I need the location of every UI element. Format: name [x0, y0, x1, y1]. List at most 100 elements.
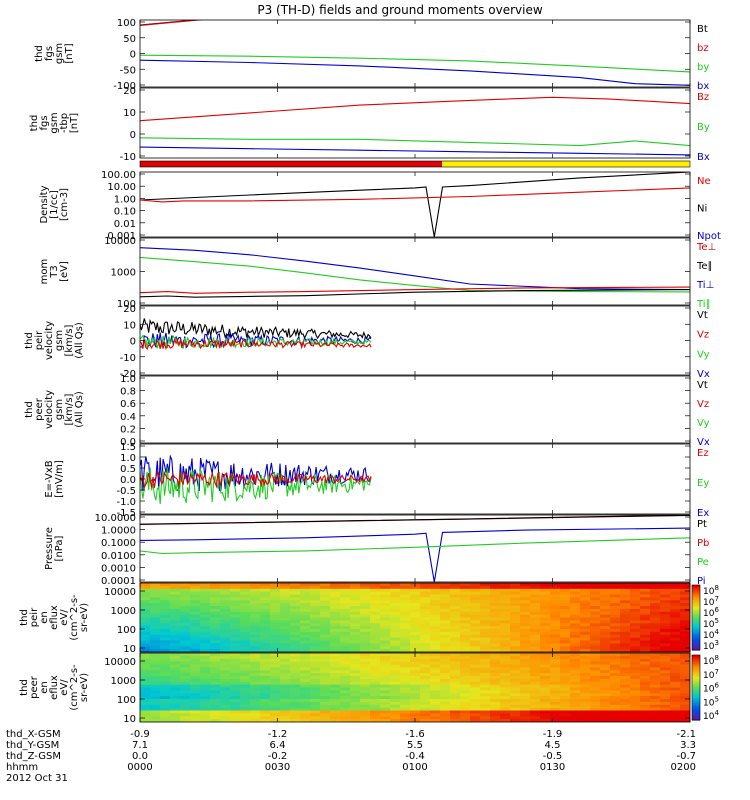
- peer_spec-cell: [510, 673, 521, 677]
- peir_spec-cell: [310, 600, 321, 604]
- peer_spec-cell: [350, 681, 361, 686]
- peir_spec-cell: [410, 631, 421, 636]
- peer_spec-cell: [640, 690, 651, 694]
- peir_spec-colorbar-segment: [692, 602, 700, 606]
- peer_spec-cell: [240, 673, 251, 677]
- peer_spec-cell: [500, 690, 511, 694]
- peir_spec-cell: [340, 606, 351, 610]
- peir_spec-cell: [360, 623, 371, 627]
- peir_spec-cell: [390, 583, 401, 587]
- peir_spec-cell: [410, 614, 421, 619]
- peir_spec-cell: [440, 594, 451, 598]
- peer_spec-cell: [570, 681, 581, 686]
- peer_spec-cell: [180, 696, 191, 700]
- peer_spec-cell: [220, 678, 231, 683]
- pressure-ylabel-1: [nPa]: [54, 535, 65, 561]
- peer_spec-cell: [570, 719, 581, 722]
- peir_spec-cell: [230, 591, 241, 596]
- peir_spec-cell: [310, 631, 321, 636]
- peir_spec-cell: [390, 617, 401, 621]
- peir_spec-cell: [470, 583, 481, 587]
- peir_spec-cell: [340, 585, 351, 590]
- peir_spec-cell: [410, 623, 421, 627]
- peer_spec-cell: [380, 667, 391, 671]
- xaxis-value-r2-c1: -0.2: [268, 751, 288, 762]
- peir_spec-cell: [600, 606, 611, 610]
- peer_spec-cell: [380, 658, 391, 663]
- peer_spec-cell: [590, 664, 601, 668]
- peer_spec-cell: [260, 707, 271, 712]
- pressure-ytick-label: 1.0000: [101, 526, 136, 537]
- peer_spec-cell: [360, 693, 371, 697]
- peir_spec-cell: [410, 594, 421, 598]
- peer_spec-colorbar-segment: [692, 700, 700, 704]
- peir_spec-cell: [660, 611, 671, 616]
- peer_spec-cell: [530, 710, 541, 714]
- peer_spec-cell: [270, 713, 281, 717]
- peer_spec-cell: [640, 681, 651, 686]
- peir_spec-cell: [190, 603, 201, 607]
- peer_spec-cell: [460, 690, 471, 694]
- peer_spec-cell: [360, 699, 371, 703]
- peer_spec-cell: [480, 667, 491, 671]
- peir_spec-cell: [610, 617, 621, 621]
- peir_spec-cell: [610, 611, 621, 616]
- peer_spec-cell: [330, 658, 341, 663]
- peer_spec-cell: [150, 693, 161, 697]
- peir_spec-cell: [380, 649, 391, 652]
- peir_spec-cell: [190, 591, 201, 596]
- peir_spec-cell: [140, 623, 151, 627]
- peer_spec-cell: [360, 678, 371, 683]
- peer_spec-cell: [530, 696, 541, 700]
- peer_spec-cell: [630, 713, 641, 717]
- peir_spec-cell: [620, 597, 631, 601]
- peer_spec-cell: [480, 681, 491, 686]
- peer_spec-cell: [160, 664, 171, 668]
- peir_spec-cell: [650, 649, 661, 652]
- fgs_gsm_tbp-ylabel-3: -tbp: [59, 113, 70, 133]
- peer_spec-cell: [500, 710, 511, 714]
- peir_spec-cell: [290, 600, 301, 604]
- peir_spec-cell: [260, 620, 271, 624]
- mom_temp-legend-1: Te∥: [696, 261, 713, 272]
- peir_spec-cell: [270, 606, 281, 610]
- peer_spec-cell: [500, 687, 511, 691]
- peir_spec-cell: [160, 634, 171, 639]
- peer_spec-cell: [630, 658, 641, 663]
- peir_spec-cell: [170, 591, 181, 596]
- peer_spec-cell: [240, 690, 251, 694]
- peir_spec-cell: [650, 603, 661, 607]
- peer_spec-cell: [340, 704, 351, 709]
- peer_spec-cell: [490, 713, 501, 717]
- peer_spec-cell: [580, 661, 591, 666]
- peer_spec-cell: [580, 681, 591, 686]
- peir_spec-colorbar-segment: [692, 600, 700, 603]
- peir_spec-cell: [320, 583, 331, 587]
- peer_spec-cell: [630, 690, 641, 694]
- peir_spec-cell: [240, 643, 251, 647]
- peer_spec-cell: [410, 693, 421, 697]
- peer_spec-cell: [630, 681, 641, 686]
- peer_spec-cell: [480, 664, 491, 668]
- peer_spec-cell: [300, 678, 311, 683]
- peir_spec-cell: [180, 640, 191, 644]
- peer_spec-cell: [300, 690, 311, 694]
- peir_spec-cell: [600, 646, 611, 650]
- peer_spec-cell: [630, 707, 641, 712]
- peir_spec-cell: [310, 634, 321, 639]
- peir_spec-cell: [510, 608, 521, 613]
- peer_spec-cell: [250, 704, 261, 709]
- peir_spec-cell: [350, 606, 361, 610]
- peer_spec-cell: [210, 673, 221, 677]
- peer_velocity-frame: [139, 375, 691, 444]
- peer_spec-cell: [340, 716, 351, 720]
- peer_spec-cell: [260, 684, 271, 689]
- peir_spec-cell: [250, 597, 261, 601]
- peer_spec-cell: [650, 667, 661, 671]
- peir_spec-cell: [260, 623, 271, 627]
- peer_spec-cell: [480, 670, 491, 674]
- peir_spec-cell: [580, 637, 591, 642]
- peer_spec-cell: [590, 676, 601, 680]
- peir_spec-cell: [270, 603, 281, 607]
- peer_spec-cell: [400, 713, 411, 717]
